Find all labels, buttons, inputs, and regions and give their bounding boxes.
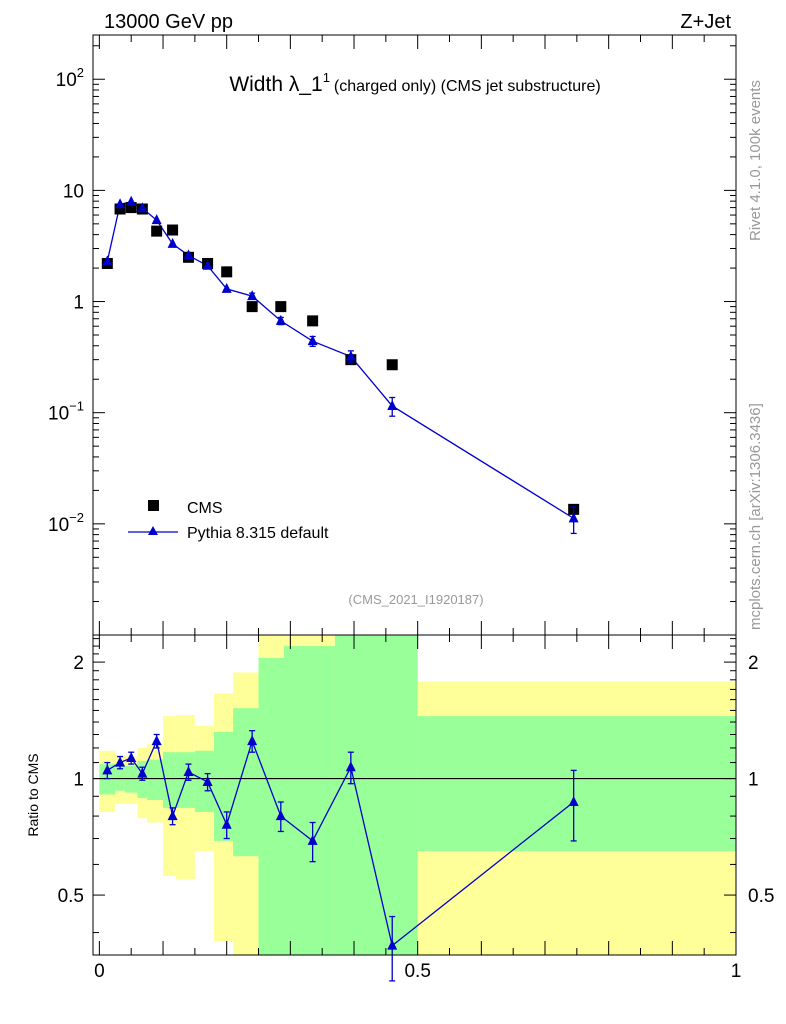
mc-point [126, 195, 137, 206]
ratio-band-inner [213, 731, 234, 841]
ratio-band-inner [194, 750, 214, 812]
mc-point [247, 290, 258, 301]
header-right: Z+Jet [680, 11, 731, 33]
ratio-frame [92, 634, 737, 956]
legend-pythia-marker [148, 526, 158, 535]
legend: CMS Pythia 8.315 default [128, 500, 329, 542]
ratio-band-inner [417, 716, 736, 851]
ratio-panel: 0.5 0.51 12 2 0 0.5 1 Ratio to CMS [25, 634, 774, 982]
data-point [307, 315, 319, 327]
ratio-point [275, 810, 286, 821]
mc-point [151, 214, 162, 225]
data-point [151, 225, 163, 237]
ratio-point [183, 765, 194, 776]
ratio-point [387, 939, 398, 950]
mc-point [221, 282, 232, 293]
ratio-point [247, 735, 258, 746]
data-point [221, 266, 233, 278]
ratio-y-tick-label-right: 0.5 [748, 886, 774, 907]
tick-base: 10 [56, 70, 77, 91]
ratio-x-tick-label: 0 [94, 961, 105, 982]
main-y-tick-label: 10−2 [48, 510, 84, 536]
analysis-watermark: (CMS_2021_I1920187) [348, 592, 483, 607]
data-point [386, 359, 398, 371]
ratio-point [102, 764, 113, 775]
legend-cms-label: CMS [187, 500, 223, 517]
main-y-tick-label: 10 [63, 181, 84, 202]
ratio-point [151, 735, 162, 746]
mc-point [387, 399, 398, 410]
main-x-ticks [98, 35, 737, 635]
mc-point [307, 335, 318, 346]
chart-title: Width λ_11 (charged only) (CMS jet substr… [229, 70, 600, 96]
main-y-tick-label: 10−1 [48, 399, 84, 425]
ratio-band-inner [283, 646, 335, 955]
tick-exp: −1 [69, 399, 84, 414]
data-point [114, 203, 126, 215]
ratio-x-tick-label: 1 [731, 961, 742, 982]
ratio-y-tick-label: 1 [73, 770, 84, 791]
ratio-band-inner [334, 635, 418, 955]
ratio-y-tick-label: 2 [73, 653, 84, 674]
data-point [275, 301, 287, 313]
mc-line [106, 201, 575, 519]
ratio-point [137, 767, 148, 778]
mcplots-label: mcplots.cern.ch [arXiv:1306.3436] [747, 403, 764, 630]
mc-point [115, 198, 126, 209]
title-sup: 1 [323, 70, 330, 85]
ratio-point [221, 818, 232, 829]
tick-base: 10 [48, 404, 69, 425]
main-y-tick-label: 1 [73, 293, 84, 314]
ratio-point [115, 756, 126, 767]
data-point [125, 202, 137, 214]
ratio-content [93, 635, 736, 982]
main-content [101, 195, 580, 535]
data-point [246, 301, 258, 313]
ratio-y-axis: 0.5 0.5 1 1 2 2 [58, 638, 774, 934]
ratio-band-inner [258, 657, 284, 955]
rivet-version-label: Rivet 4.1.0, 100k events [747, 80, 764, 241]
ratio-x-axis: 0 0.5 1 [94, 635, 741, 982]
mc-point [183, 249, 194, 260]
mc-point [568, 512, 579, 523]
mc-point [167, 237, 178, 248]
title-main: Width λ_1 [229, 73, 322, 96]
ratio-band-inner [99, 764, 116, 795]
mc-point [275, 314, 286, 325]
ratio-y-label: Ratio to CMS [25, 753, 41, 836]
main-y-tick-label: 102 [56, 65, 84, 91]
header-left: 13000 GeV pp [104, 11, 233, 33]
ratio-point [568, 795, 579, 806]
mc-point [202, 259, 213, 270]
ratio-point [345, 761, 356, 772]
main-frame [92, 34, 737, 636]
mc-point [137, 202, 148, 213]
mc-point [102, 255, 113, 266]
title-suffix: (charged only) (CMS jet substructure) [334, 78, 601, 95]
ratio-point [167, 810, 178, 821]
ratio-point [202, 775, 213, 786]
ratio-point [126, 752, 137, 763]
tick-base: 10 [48, 515, 69, 536]
ratio-x-tick-label: 0.5 [404, 961, 430, 982]
legend-cms-marker [148, 500, 159, 511]
ratio-point [307, 834, 318, 845]
data-point [167, 224, 179, 236]
ratio-y-tick-label-right: 2 [748, 653, 759, 674]
ratio-band-inner [233, 708, 259, 857]
ratio-y-tick-label-right: 1 [748, 770, 759, 791]
tick-exp: −2 [69, 510, 84, 525]
mc-point [345, 350, 356, 361]
tick-exp: 2 [77, 65, 84, 80]
legend-pythia-label: Pythia 8.315 default [187, 525, 329, 542]
ratio-band-inner [147, 759, 164, 801]
ratio-band-inner [163, 752, 176, 808]
ratio-y-tick-label: 0.5 [58, 886, 84, 907]
